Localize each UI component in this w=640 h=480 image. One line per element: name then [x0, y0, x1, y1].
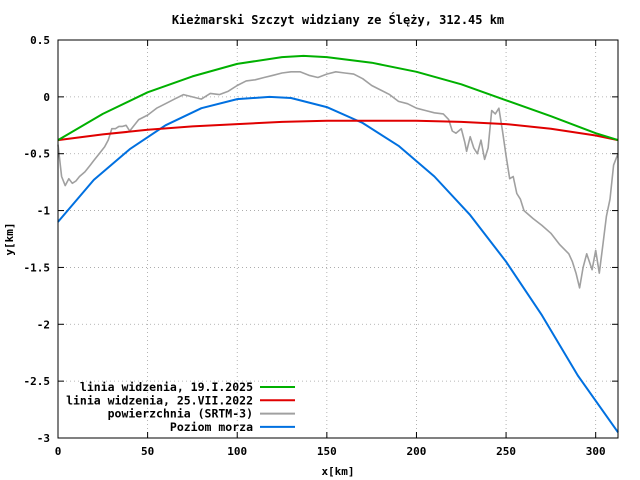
y-tick-label: -0.5 — [24, 148, 51, 161]
y-tick-label: -2.5 — [24, 375, 51, 388]
x-tick-label: 200 — [407, 445, 427, 458]
legend-label-1: linia widzenia, 25.VII.2022 — [66, 393, 253, 407]
x-tick-label: 150 — [317, 445, 337, 458]
legend-label-3: Poziom morza — [170, 420, 253, 434]
series-group — [57, 54, 619, 433]
grid-lines — [58, 40, 618, 438]
y-tick-label: -1 — [37, 205, 51, 218]
y-tick-label: 0.5 — [30, 34, 50, 47]
x-tick-label: 100 — [227, 445, 247, 458]
x-tick-label: 0 — [55, 445, 62, 458]
series-line-0 — [57, 54, 619, 142]
y-axis-label: y[km] — [3, 222, 16, 255]
legend-label-2: powierzchnia (SRTM-3) — [108, 407, 253, 421]
x-tick-label: 50 — [141, 445, 154, 458]
x-tick-label: 300 — [586, 445, 606, 458]
plot-frame — [57, 39, 619, 439]
legend-label-0: linia widzenia, 19.I.2025 — [80, 380, 253, 394]
x-tick-label: 250 — [496, 445, 516, 458]
series-line-3 — [57, 95, 619, 433]
series-line-2 — [57, 71, 619, 289]
y-tick-label: -3 — [37, 432, 50, 445]
axis-ticks: 0 50 100 150 200 250 300 0.5 0 -0.5 -1 -1.5 -2 -2.5 -3 — [24, 34, 618, 458]
x-axis-label: x[km] — [321, 465, 354, 478]
y-tick-label: -1.5 — [24, 261, 51, 274]
y-tick-label: -2 — [37, 318, 50, 331]
series-line-1 — [57, 119, 619, 142]
y-tick-label: 0 — [43, 91, 50, 104]
chart-title: Kieżmarski Szczyt widziany ze Ślęży, 312… — [172, 12, 504, 27]
